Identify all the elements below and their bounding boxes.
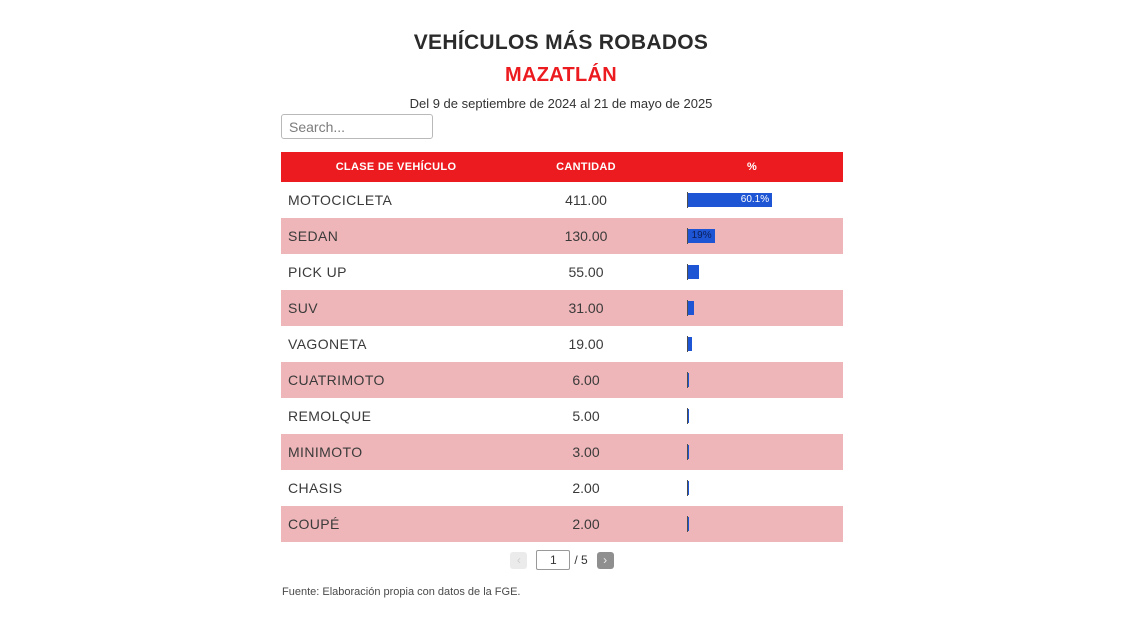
- row-clase: VAGONETA: [288, 336, 367, 352]
- page-title: VEHÍCULOS MÁS ROBADOS: [413, 31, 709, 54]
- row-clase: REMOLQUE: [288, 408, 372, 424]
- row-pct-cell: [661, 408, 843, 424]
- table-row: CUATRIMOTO 6.00: [281, 362, 843, 398]
- column-header-cantidad[interactable]: CANTIDAD: [556, 161, 616, 173]
- row-bar: [688, 409, 689, 423]
- row-pct-cell: [661, 372, 843, 388]
- bar-baseline-tick: [687, 300, 688, 316]
- table-row: REMOLQUE 5.00: [281, 398, 843, 434]
- next-page-button[interactable]: ›: [596, 551, 614, 569]
- row-cantidad: 6.00: [572, 372, 600, 388]
- row-bar: [688, 337, 692, 351]
- header-block: VEHÍCULOS MÁS ROBADOS MAZATLÁN Del 9 de …: [0, 31, 1122, 111]
- column-header-pct[interactable]: %: [746, 161, 758, 173]
- row-cantidad: 411.00: [565, 192, 607, 208]
- row-clase: MINIMOTO: [288, 444, 363, 460]
- table-row: COUPÉ 2.00: [281, 506, 843, 542]
- page-number-input[interactable]: [536, 550, 571, 570]
- row-clase: COUPÉ: [288, 516, 340, 532]
- row-cantidad: 3.00: [572, 444, 600, 460]
- bar-baseline-tick: [687, 264, 688, 280]
- prev-page-button[interactable]: ‹: [510, 551, 528, 569]
- table-row: SUV 31.00: [281, 290, 843, 326]
- table-row: SEDAN 130.00 19%: [281, 218, 843, 254]
- row-cantidad: 2.00: [572, 516, 600, 532]
- row-pct-cell: [661, 336, 843, 352]
- row-cantidad: 130.00: [564, 228, 608, 244]
- row-bar: [688, 445, 689, 459]
- row-pct-cell: [661, 516, 843, 532]
- row-clase: SUV: [288, 300, 318, 316]
- bar-baseline-tick: [687, 372, 688, 388]
- bar-baseline-tick: [687, 516, 688, 532]
- row-pct-cell: [661, 444, 843, 460]
- page-subtitle: MAZATLÁN: [505, 64, 617, 86]
- row-pct-cell: [661, 264, 843, 280]
- source-note: Fuente: Elaboración propia con datos de …: [282, 586, 521, 598]
- bar-baseline-tick: [687, 444, 688, 460]
- row-cantidad: 19.00: [568, 336, 604, 352]
- row-bar: [688, 517, 689, 531]
- table-row: PICK UP 55.00: [281, 254, 843, 290]
- row-pct-cell: 19%: [661, 228, 843, 244]
- bar-baseline-tick: [687, 408, 688, 424]
- bar-baseline-tick: [687, 336, 688, 352]
- row-clase: CUATRIMOTO: [288, 372, 385, 388]
- table-row: MOTOCICLETA 411.00 60.1%: [281, 182, 843, 218]
- row-pct-cell: [661, 300, 843, 316]
- table-body: MOTOCICLETA 411.00 60.1% SEDAN 130.00 19…: [281, 182, 843, 542]
- vehicles-table: CLASE DE VEHÍCULO CANTIDAD % MOTOCICLETA…: [281, 152, 843, 542]
- row-bar: [688, 301, 695, 315]
- row-cantidad: 31.00: [568, 300, 604, 316]
- bar-baseline-tick: [687, 228, 688, 244]
- pagination: ‹ / 5 ›: [281, 550, 843, 570]
- date-range: Del 9 de septiembre de 2024 al 21 de may…: [409, 96, 713, 111]
- table-row: CHASIS 2.00: [281, 470, 843, 506]
- row-clase: MOTOCICLETA: [288, 192, 393, 208]
- row-bar: 19%: [688, 229, 715, 243]
- row-clase: PICK UP: [288, 264, 347, 280]
- table-row: VAGONETA 19.00: [281, 326, 843, 362]
- row-pct-cell: [661, 480, 843, 496]
- search-input[interactable]: [281, 114, 433, 139]
- row-clase: CHASIS: [288, 480, 343, 496]
- table-header-row: CLASE DE VEHÍCULO CANTIDAD %: [281, 152, 843, 182]
- row-cantidad: 2.00: [572, 480, 600, 496]
- row-cantidad: 55.00: [568, 264, 604, 280]
- bar-baseline-tick: [687, 192, 688, 208]
- column-header-clase[interactable]: CLASE DE VEHÍCULO: [335, 161, 457, 173]
- row-clase: SEDAN: [288, 228, 339, 244]
- table-row: MINIMOTO 3.00: [281, 434, 843, 470]
- bar-baseline-tick: [687, 480, 688, 496]
- row-bar: [688, 265, 700, 279]
- row-bar: 60.1%: [688, 193, 773, 207]
- row-bar-label: 60.1%: [740, 194, 770, 205]
- row-bar-label: 19%: [691, 230, 712, 241]
- row-cantidad: 5.00: [572, 408, 600, 424]
- row-pct-cell: 60.1%: [661, 192, 843, 208]
- row-bar: [688, 373, 690, 387]
- row-bar: [688, 481, 689, 495]
- page-total-label: / 5: [574, 553, 588, 567]
